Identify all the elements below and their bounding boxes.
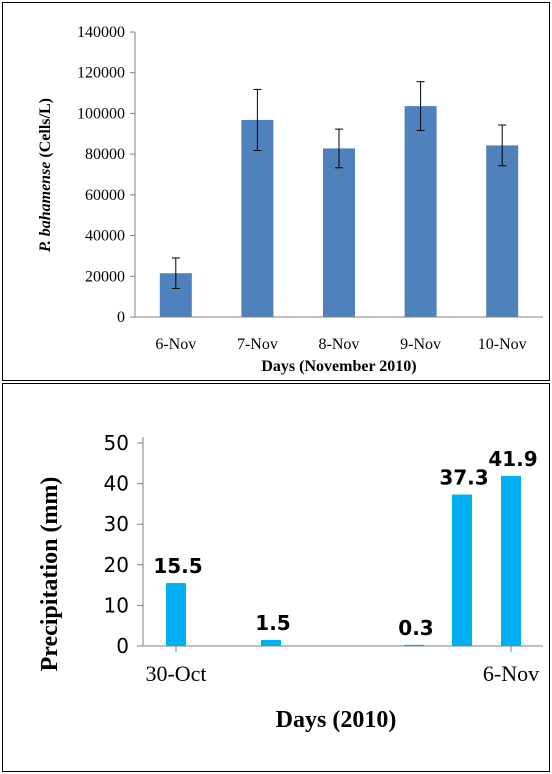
data-label: 41.9 [488, 447, 537, 471]
y-tick-label: 100000 [77, 105, 125, 122]
precipitation-bar [166, 583, 186, 646]
bar-8-Nov [323, 148, 355, 317]
y-tick-label: 140000 [77, 24, 125, 41]
data-label: 15.5 [153, 554, 202, 578]
chart-panel-cell-density: 0 20000 40000 60000 80000 100000 120000 140000 … [2, 2, 550, 381]
x-tick-label: 6-Nov [155, 336, 196, 353]
precipitation-bar-chart: 0 10 20 30 40 50 30-Oct 6-Nov 15.5 1.5 0.3 37.341… [37, 431, 543, 733]
y-tick-label: 60000 [85, 187, 125, 204]
data-label: 1.5 [255, 611, 290, 635]
x-tick-label: 9-Nov [400, 336, 441, 353]
bar-9-Nov [404, 106, 437, 317]
y-tick-label: 20000 [85, 268, 125, 285]
y-tick-label: 120000 [77, 65, 125, 82]
x-axis-title: Days (2010) [276, 707, 397, 733]
precipitation-bar [501, 475, 521, 646]
y-tick-label: 0 [116, 634, 129, 658]
x-tick-label: 8-Nov [319, 336, 360, 353]
y-tick-label: 10 [104, 593, 129, 617]
y-tick-label: 40000 [85, 228, 125, 245]
y-axis-title: P. bahamense (Cells/L) [37, 98, 54, 253]
cell-density-bar-chart: 020000400006000080000100000120000140000 … [37, 24, 543, 375]
y-tick-label: 40 [104, 472, 129, 496]
chart-panel-precipitation: 0 10 20 30 40 50 30-Oct 6-Nov 15.5 1.5 0.3 37.3 41… [2, 383, 550, 772]
x-tick-label: 6-Nov [483, 661, 539, 686]
precipitation-bar [452, 494, 472, 646]
x-tick-label: 30-Oct [145, 661, 206, 686]
data-label: 37.3 [439, 466, 488, 490]
precipitation-bar [404, 644, 424, 646]
y-axis-title: Precipitation (mm) [37, 477, 63, 672]
y-tick-label: 80000 [85, 146, 125, 163]
y-tick-label: 50 [104, 431, 129, 455]
y-tick-label: 30 [104, 512, 129, 536]
y-tick-label: 20 [104, 553, 129, 577]
bar-10-Nov [486, 145, 519, 317]
y-tick-label: 0 [117, 309, 125, 326]
x-axis-title: Days (November 2010) [261, 358, 416, 375]
data-label: 0.3 [398, 616, 433, 640]
x-tick-label: 10-Nov [478, 336, 527, 353]
bar-7-Nov [241, 119, 274, 317]
precipitation-bar [261, 639, 281, 646]
x-tick-label: 7-Nov [237, 336, 278, 353]
